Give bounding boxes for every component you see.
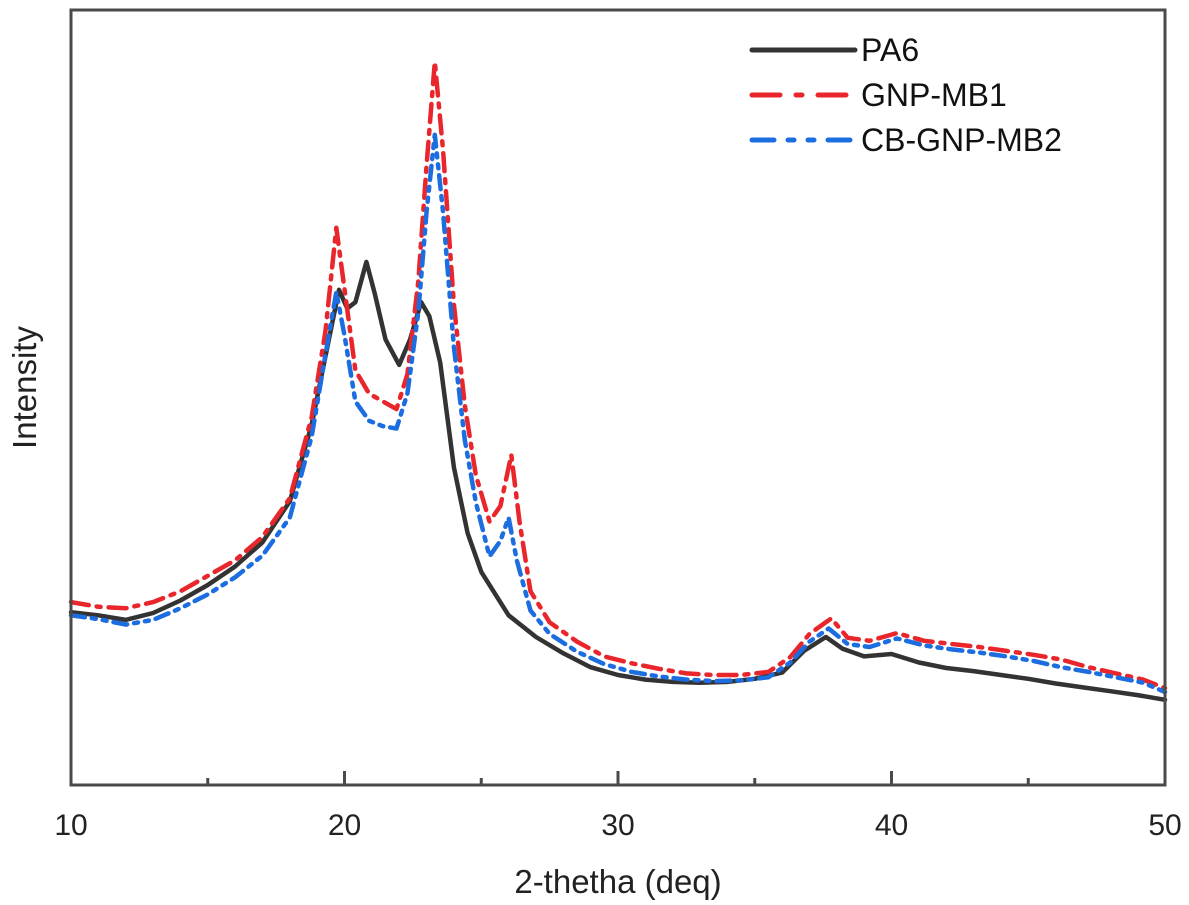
x-tick-label: 10	[54, 809, 87, 842]
x-tick-label: 40	[875, 809, 908, 842]
x-tick-label: 50	[1148, 809, 1181, 842]
legend-label-gnp-mb1: GNP-MB1	[861, 77, 1007, 113]
y-axis-label: Intensity	[6, 326, 43, 449]
x-ticks: 10 20 30 40 50	[54, 771, 1182, 842]
legend-label-cb-gnp-mb2: CB-GNP-MB2	[861, 122, 1062, 158]
series-line-cb-gnp-mb2	[68, 132, 1168, 695]
legend-label-pa6: PA6	[861, 32, 919, 68]
x-tick-label: 20	[328, 809, 361, 842]
x-axis-label: 2-thetha (deq)	[514, 863, 721, 900]
series-line-gnp-mb1	[68, 59, 1168, 691]
legend: PA6 GNP-MB1 CB-GNP-MB2	[749, 32, 1062, 158]
series-line-pa6	[68, 259, 1168, 703]
series-layer	[68, 59, 1168, 703]
x-tick-label: 30	[601, 809, 634, 842]
